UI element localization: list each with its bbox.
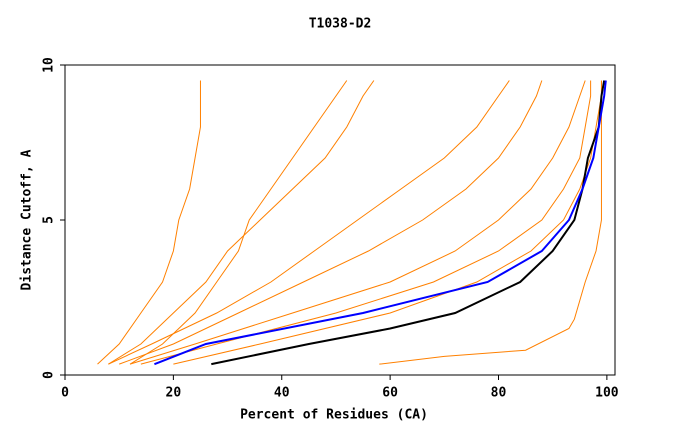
y-tick-label: 0 [42, 371, 57, 379]
plot-frame [64, 64, 616, 376]
x-tick-label: 80 [491, 386, 507, 401]
x-tick-label: 40 [274, 386, 290, 401]
series-line [211, 80, 606, 366]
y-tick-label: 10 [42, 57, 57, 73]
series-line [140, 80, 592, 365]
y-axis-label: Distance Cutoff, A [20, 149, 35, 290]
series-line [97, 80, 201, 365]
chart-title: T1038-D2 [309, 17, 372, 32]
y-tick-label: 5 [42, 216, 57, 224]
series-line [129, 80, 348, 365]
x-tick-label: 60 [382, 386, 398, 401]
series-line [154, 80, 607, 366]
plot-area [97, 80, 607, 366]
x-tick-label: 20 [166, 386, 182, 401]
series-line [108, 80, 510, 365]
x-tick-label: 100 [595, 386, 619, 401]
series-line [379, 80, 602, 365]
series-line [129, 80, 586, 365]
x-tick-label: 0 [61, 386, 69, 401]
series-line [119, 80, 543, 365]
series-line [108, 80, 375, 365]
x-axis-label: Percent of Residues (CA) [240, 408, 428, 423]
series-line [173, 80, 602, 365]
